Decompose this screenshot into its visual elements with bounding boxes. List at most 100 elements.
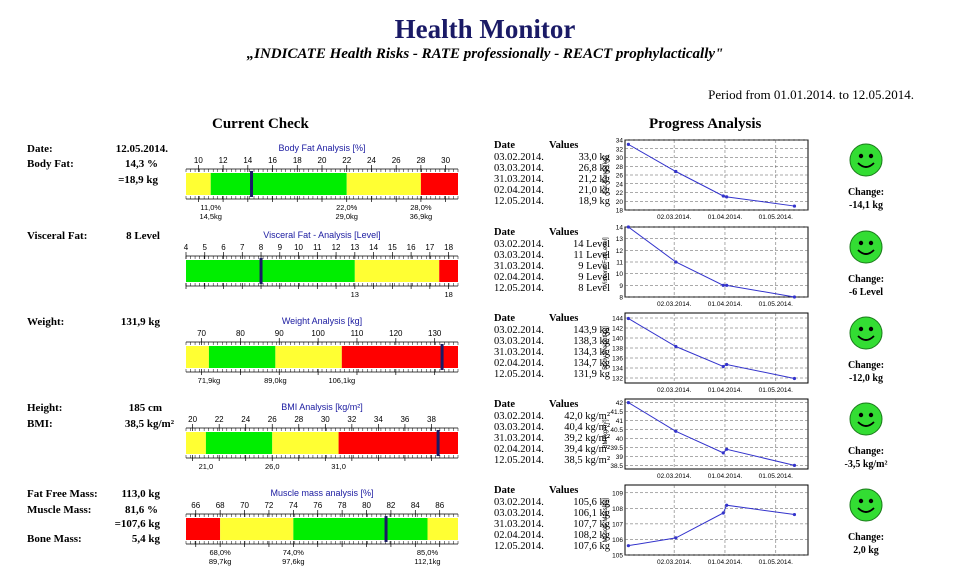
- gauge-tick-label: 32: [347, 415, 356, 424]
- chart-y-tick: 28: [616, 164, 624, 171]
- chart-x-tick: 01.04.2014.: [708, 387, 743, 394]
- chart-y-tick: 39: [616, 454, 624, 461]
- chart-point: [792, 204, 797, 208]
- gauge-tick-label: 76: [313, 501, 322, 510]
- gauge-tick-label: 14: [243, 156, 252, 165]
- gauge-tick-label: 12: [332, 243, 341, 252]
- table-cell-date: 03.02.2014.: [494, 411, 544, 422]
- chart-y-tick: 24: [616, 181, 624, 188]
- chart-y-tick: 12: [616, 248, 624, 255]
- gauge-tick-label: 110: [351, 329, 364, 338]
- table-cell-date: 02.04.2014.: [494, 185, 544, 196]
- gauge-tick-label: 5: [203, 243, 208, 252]
- gauge-threshold-label: 85,0%: [417, 548, 439, 557]
- table-cell-value: 39,2 kg/m²: [564, 433, 610, 444]
- chart-y-tick: 106: [612, 537, 623, 544]
- gauge-tick-label: 68: [216, 501, 225, 510]
- gauge-threshold-label: 11,0%: [200, 203, 221, 212]
- table-cell-date: 31.03.2014.: [494, 433, 544, 444]
- table-header-values: Values: [549, 140, 579, 151]
- chart-point: [792, 463, 797, 468]
- current-check-heading: Current Check: [212, 116, 309, 132]
- table-cell-value: 8 Level: [578, 283, 610, 294]
- gauge-threshold-label: 18: [444, 290, 452, 299]
- change-label: Change:: [847, 360, 885, 371]
- gauge-tick-label: 90: [275, 329, 284, 338]
- change-value: -12,0 kg: [849, 373, 883, 384]
- body-fat-label: Body Fat:: [27, 158, 74, 170]
- gauge-threshold-label: 106,1kg: [328, 376, 355, 385]
- smiley-icon: [849, 143, 883, 182]
- gauge-band-green: [293, 518, 428, 540]
- chart-y-tick: 136: [612, 356, 623, 363]
- body-fat-percent: 14,3 %: [125, 158, 158, 170]
- change-label: Change:: [847, 187, 885, 198]
- chart-y-tick: 144: [612, 316, 623, 323]
- gauge-tick-label: 38: [427, 415, 436, 424]
- gauge-tick-label: 13: [350, 243, 359, 252]
- table-cell-value: 143,9 kg: [573, 325, 610, 336]
- chart-y-tick: 30: [616, 155, 624, 162]
- page-title: Health Monitor: [394, 14, 576, 44]
- table-cell-value: 106,1 kg: [573, 508, 610, 519]
- gauge-tick-label: 4: [184, 243, 189, 252]
- gauge-tick-label: 20: [188, 415, 197, 424]
- gauge-threshold-label: 74,0%: [283, 548, 305, 557]
- chart-y-tick: 108: [612, 506, 623, 513]
- gauge-marker: [250, 171, 254, 197]
- chart-point: [792, 295, 797, 299]
- gauge-threshold-sub-label: 14,5kg: [199, 212, 222, 221]
- chart-y-tick: 34: [616, 138, 624, 145]
- chart-point: [626, 225, 630, 229]
- table-cell-value: 9 Level: [578, 261, 610, 272]
- table-cell-value: 107,7 kg: [573, 519, 610, 530]
- chart-y-tick: 14: [616, 225, 624, 232]
- chart-y-tick: 18: [616, 208, 624, 215]
- chart-y-tick: 8: [619, 295, 623, 302]
- gauge-tick-label: 130: [428, 329, 442, 338]
- body-fat-kg: =18,9 kg: [118, 174, 158, 186]
- table-cell-date: 31.03.2014.: [494, 261, 544, 272]
- chart-x-tick: 01.04.2014.: [708, 559, 743, 566]
- change-value: 2,0 kg: [853, 545, 879, 556]
- period-range: Period from 01.01.2014. to 12.05.2014.: [708, 87, 914, 102]
- chart-y-tick: 32: [616, 146, 624, 153]
- gauge-tick-label: 30: [321, 415, 330, 424]
- table-cell-date: 03.03.2014.: [494, 336, 544, 347]
- gauge-tick-label: 100: [311, 329, 325, 338]
- table-cell-date: 03.02.2014.: [494, 239, 544, 250]
- gauge-band-yellow: [186, 432, 206, 454]
- bmi-label: BMI:: [27, 418, 53, 430]
- table-cell-date: 12.05.2014.: [494, 541, 544, 552]
- gauge-tick-label: 24: [367, 156, 376, 165]
- bone-mass-value: 5,4 kg: [131, 533, 160, 545]
- table-header-values: Values: [549, 485, 579, 496]
- table-cell-value: 21,2 kg: [578, 174, 611, 185]
- gauge-band-yellow: [346, 173, 421, 195]
- chart-y-tick: 26: [616, 173, 624, 180]
- chart-x-tick: 01.05.2014.: [759, 473, 794, 480]
- table-cell-date: 12.05.2014.: [494, 369, 544, 380]
- change-label: Change:: [847, 274, 885, 285]
- table-cell-date: 12.05.2014.: [494, 196, 544, 207]
- chart-y-label: Muscle Mass[kg]: [603, 497, 609, 542]
- table-cell-value: 134,3 kg: [573, 347, 610, 358]
- gauge-threshold-label: 68,0%: [210, 548, 232, 557]
- table-cell-value: 40,4 kg/m²: [564, 422, 610, 433]
- gauge-tick-label: 70: [240, 501, 249, 510]
- gauge-tick-label: 12: [219, 156, 228, 165]
- weight-label: Weight:: [27, 316, 65, 328]
- fat-free-mass-value: 113,0 kg: [121, 488, 160, 500]
- chart-x-tick: 02.03.2014.: [657, 301, 692, 308]
- chart-point: [725, 283, 729, 287]
- chart-y-tick: 40.5: [610, 427, 623, 434]
- chart-x-tick: 01.05.2014.: [759, 301, 794, 308]
- smiley-icon: [849, 488, 883, 527]
- gauge-tick-label: 30: [441, 156, 450, 165]
- table-cell-value: 33,0 kg: [578, 152, 611, 163]
- gauge-bar: 70 80 90 100 110 120 130 71,9kg 89,0kg 106,1kg: [185, 329, 459, 385]
- progress-chart: 8 9 10 11 12 13 14 02.03.2014. 01.04.2014. 01.05.…: [603, 225, 809, 308]
- gauge-tick-label: 36: [400, 415, 409, 424]
- gauge-tick-label: 15: [388, 243, 397, 252]
